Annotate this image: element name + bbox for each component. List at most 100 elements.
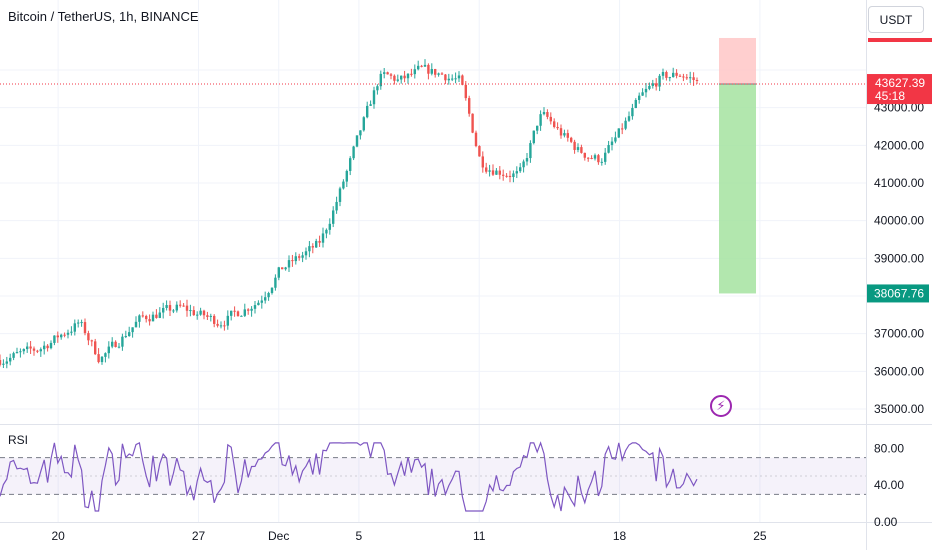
candle-body bbox=[165, 305, 168, 308]
candle-body bbox=[525, 158, 529, 162]
candle bbox=[199, 307, 202, 316]
candle-body bbox=[655, 83, 658, 87]
candle bbox=[379, 70, 382, 90]
candle-body bbox=[277, 267, 280, 278]
candle bbox=[22, 348, 25, 355]
candle bbox=[624, 117, 627, 131]
lightning-icon[interactable]: ⚡ bbox=[710, 395, 732, 417]
target-price-value: 38067.76 bbox=[874, 286, 924, 300]
candle bbox=[26, 342, 29, 353]
candle bbox=[240, 315, 243, 317]
candle-body bbox=[406, 73, 410, 79]
candle-body bbox=[668, 77, 671, 79]
candle-body bbox=[70, 331, 73, 333]
candle-body bbox=[607, 145, 610, 153]
candle-body bbox=[267, 293, 270, 298]
candle-body bbox=[621, 128, 624, 130]
candle-body bbox=[308, 246, 311, 252]
candle-body bbox=[427, 64, 430, 74]
candle-body bbox=[226, 315, 229, 326]
candle-body bbox=[648, 85, 651, 89]
candle bbox=[689, 71, 692, 84]
candle-body bbox=[60, 334, 63, 338]
candle-body bbox=[491, 170, 495, 175]
rsi-indicator-label[interactable]: RSI bbox=[8, 433, 29, 447]
candle bbox=[148, 314, 151, 326]
candle-body bbox=[539, 114, 542, 126]
candle-body bbox=[172, 310, 175, 312]
candle bbox=[111, 337, 114, 349]
candle bbox=[56, 331, 59, 343]
candle bbox=[672, 67, 675, 78]
candle bbox=[549, 112, 552, 125]
candle bbox=[2, 359, 5, 369]
candle bbox=[332, 206, 335, 228]
candle-body bbox=[689, 77, 692, 79]
candle-body bbox=[332, 210, 335, 224]
candle-body bbox=[410, 73, 413, 75]
candle-body bbox=[519, 167, 522, 172]
price-axis-label: 35000.00 bbox=[874, 402, 924, 416]
candle bbox=[36, 349, 39, 354]
candle-body bbox=[529, 143, 532, 159]
candle-body bbox=[349, 158, 352, 171]
candle bbox=[512, 170, 515, 183]
candle-body bbox=[56, 335, 59, 338]
candle-body bbox=[87, 333, 90, 341]
candle bbox=[216, 319, 219, 328]
candle-body bbox=[287, 260, 291, 268]
candle-body bbox=[468, 98, 471, 114]
candle-body bbox=[444, 74, 447, 81]
candle-body bbox=[355, 135, 359, 147]
candle bbox=[179, 300, 182, 308]
candle-body bbox=[638, 95, 641, 100]
candle bbox=[658, 73, 661, 92]
candle-body bbox=[77, 322, 80, 324]
candle bbox=[304, 247, 308, 260]
candle bbox=[495, 168, 498, 175]
candle-body bbox=[124, 336, 127, 338]
candle-body bbox=[298, 256, 301, 258]
candle-body bbox=[233, 310, 236, 312]
candle bbox=[359, 130, 362, 140]
candle bbox=[192, 306, 195, 316]
candle bbox=[396, 74, 399, 83]
candle bbox=[648, 82, 651, 91]
candle-body bbox=[345, 170, 348, 182]
candle bbox=[233, 306, 236, 317]
candle bbox=[100, 355, 104, 365]
candle-body bbox=[471, 113, 474, 133]
candle-body bbox=[243, 309, 246, 316]
candle-body bbox=[63, 334, 66, 336]
candle bbox=[481, 151, 484, 173]
candle bbox=[328, 218, 331, 235]
candle bbox=[213, 314, 216, 328]
price-axis-label: 43000.00 bbox=[874, 101, 924, 115]
candle-body bbox=[315, 240, 318, 248]
candle-body bbox=[162, 307, 165, 313]
candle bbox=[614, 131, 617, 144]
candle-body bbox=[590, 157, 593, 159]
candle bbox=[345, 169, 348, 188]
candle bbox=[386, 71, 389, 75]
candle-body bbox=[335, 201, 338, 211]
candle bbox=[63, 332, 66, 338]
candle bbox=[376, 84, 379, 95]
candle bbox=[474, 130, 478, 148]
candle-body bbox=[512, 173, 515, 178]
candle bbox=[420, 64, 423, 68]
candle-body bbox=[128, 332, 131, 337]
candle bbox=[83, 318, 87, 336]
time-axis-label: 25 bbox=[753, 529, 767, 543]
target-price-badge: 38067.76 bbox=[867, 284, 929, 303]
candle bbox=[338, 186, 342, 207]
candle-body bbox=[325, 229, 328, 234]
candle bbox=[53, 335, 56, 346]
candle-body bbox=[624, 120, 627, 129]
last-price-badge-bg bbox=[867, 74, 932, 105]
candle bbox=[274, 274, 277, 291]
candle-body bbox=[604, 152, 607, 162]
currency-selector-button[interactable]: USDT bbox=[868, 6, 924, 33]
